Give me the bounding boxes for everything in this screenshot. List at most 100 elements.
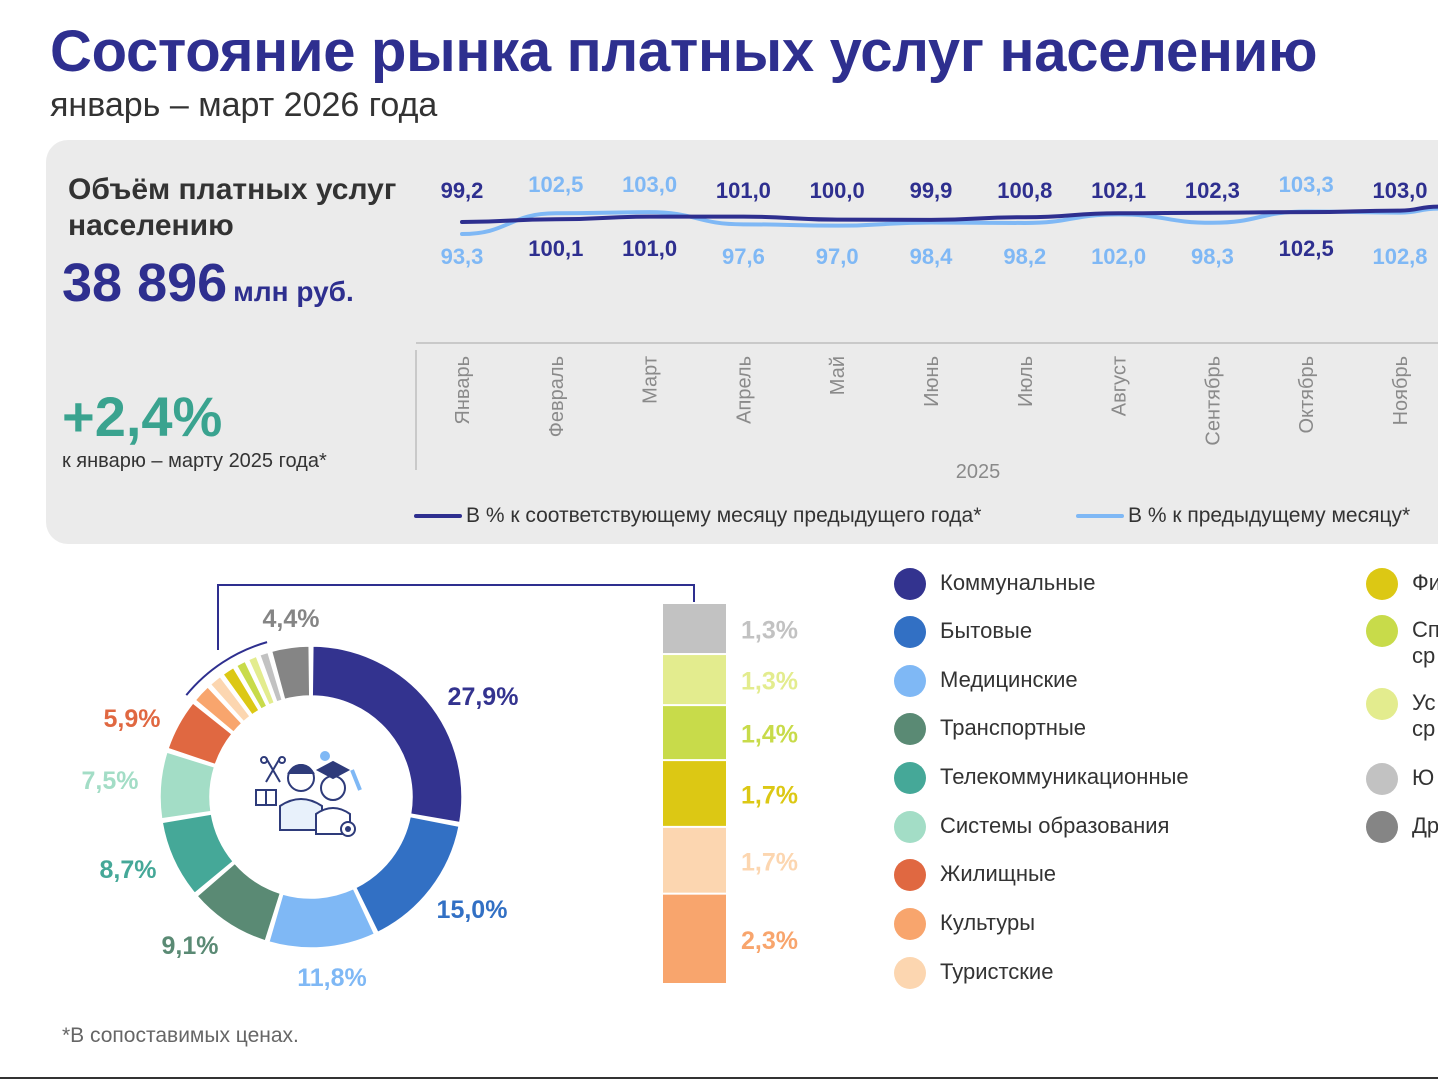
donut-slice-label: 15,0% — [437, 896, 508, 924]
donut-slice — [270, 645, 311, 701]
data-label-yoy: 102,3 — [1185, 178, 1240, 203]
x-tick-label: Февраль — [546, 356, 568, 437]
donut-slice-label: 11,8% — [297, 964, 367, 992]
x-tick-label: Июнь — [921, 356, 943, 407]
legend-label: Туристские — [940, 959, 1054, 984]
growth-note: к январю – марту 2025 года* — [62, 450, 327, 472]
data-label-yoy: 100,1 — [528, 236, 583, 261]
x-tick-label: Май — [827, 356, 849, 395]
breakout-bar-segment — [663, 827, 726, 893]
legend-label: Телекоммуникационные — [940, 764, 1189, 789]
breakout-bar-segment — [663, 604, 726, 654]
legend-label: Сп ср — [1412, 617, 1438, 668]
legend-dot — [894, 713, 926, 745]
data-label-mom: 97,6 — [722, 244, 765, 269]
x-tick-label: Апрель — [733, 356, 755, 424]
donut-slice-label: 9,1% — [162, 932, 219, 960]
x-tick-label: Июль — [1015, 356, 1037, 407]
breakout-connector — [217, 584, 695, 650]
legend-label: Транспортные — [940, 715, 1086, 740]
x-tick-label: Август — [1109, 356, 1131, 416]
donut-slice-label: 7,5% — [82, 767, 139, 795]
legend-dot — [1366, 615, 1398, 647]
legend-label: Системы образования — [940, 813, 1170, 838]
data-label-yoy: 100,0 — [810, 178, 865, 203]
x-axis-year-label: 2025 — [956, 461, 1001, 483]
data-label-mom: 102,8 — [1372, 244, 1427, 269]
breakout-bar-segment — [663, 894, 726, 983]
data-label-yoy: 99,2 — [441, 178, 484, 203]
breakout-bar-label: 2,3% — [741, 927, 798, 955]
legend-dot — [894, 616, 926, 648]
breakout-bar-label: 1,7% — [741, 782, 798, 810]
donut-slice — [258, 651, 284, 703]
legend-dot — [1366, 568, 1398, 600]
legend-dot — [1366, 811, 1398, 843]
legend-label-mom: В % к предыдущему месяцу* — [1128, 504, 1411, 527]
breakout-bar-label: 1,4% — [741, 721, 798, 749]
bottom-divider — [0, 1077, 1438, 1079]
breakout-bar-segment — [663, 761, 726, 826]
data-label-yoy: 99,9 — [910, 178, 953, 203]
data-label-yoy: 100,8 — [997, 178, 1052, 203]
volume-label: Объём платных услуг населению — [68, 173, 397, 242]
data-label-mom: 98,3 — [1191, 244, 1234, 269]
legend-swatch-yoy — [414, 514, 462, 519]
legend-dot — [894, 568, 926, 600]
breakout-bar-segment — [663, 706, 726, 760]
legend-label: Фи — [1412, 570, 1438, 595]
legend-label: Культуры — [940, 910, 1036, 935]
x-tick-label: Ноябрь — [1390, 356, 1412, 425]
page-title: Состояние рынка платных услуг населению — [50, 19, 1318, 84]
breakout-bar-label: 1,3% — [741, 668, 798, 696]
donut-slice — [354, 815, 461, 934]
donut-slice — [267, 887, 376, 949]
legend-label: Ю — [1412, 765, 1435, 790]
data-label-mom: 103,3 — [1279, 172, 1334, 197]
donut-slice-label: 8,7% — [100, 856, 157, 884]
donut-slice — [194, 685, 243, 734]
donut-slice — [311, 645, 463, 824]
volume-value-block: 38 896 млн руб. — [62, 252, 354, 314]
legend-dot — [894, 665, 926, 697]
legend-dot — [894, 908, 926, 940]
data-label-yoy: 102,1 — [1091, 178, 1146, 203]
data-label-mom: 98,4 — [910, 244, 954, 269]
donut-slice — [167, 701, 234, 766]
x-tick-label: Сентябрь — [1202, 356, 1224, 446]
legend-series-mom: В % к предыдущему месяцу* — [1076, 504, 1410, 528]
legend-dot — [894, 957, 926, 989]
data-label-mom: 103,0 — [622, 172, 677, 197]
donut-slice-label: 4,4% — [263, 605, 320, 633]
data-label-mom: 93,3 — [441, 244, 484, 269]
legend-swatch-mom — [1076, 514, 1124, 519]
legend-series-yoy: В % к соответствующему месяцу предыдущег… — [414, 504, 981, 528]
legend-label: Коммунальные — [940, 570, 1096, 595]
donut-slice — [159, 751, 216, 820]
x-tick-label: Март — [640, 356, 662, 404]
volume-value: 38 896 — [62, 253, 228, 313]
legend-label: Бытовые — [940, 618, 1033, 643]
monthly-index-line-chart: 99,2 100,1 101,0 101,0 100,0 99,9 100,8 102,1 10… — [415, 172, 1438, 483]
x-tick-label: Октябрь — [1296, 356, 1318, 434]
legend-dot — [894, 811, 926, 843]
legend-dot — [1366, 763, 1398, 795]
donut-slice — [195, 862, 282, 942]
data-label-yoy: 102,5 — [1279, 236, 1334, 261]
x-tick-label: Январь — [452, 356, 474, 425]
legend-label: Жилищные — [940, 861, 1057, 886]
data-label-yoy: 101,0 — [622, 236, 677, 261]
legend-label: Ус ср — [1412, 690, 1436, 741]
legend-dot — [894, 762, 926, 794]
volume-unit: млн руб. — [233, 276, 354, 307]
breakout-bracket — [185, 641, 268, 696]
page-subtitle: январь – март 2026 года — [50, 86, 438, 124]
breakout-bar-label: 1,7% — [741, 848, 798, 876]
growth-value: +2,4% — [62, 385, 223, 448]
services-structure-donut-chart: 27,9% 15,0% 11,8% 9,1% 8,7% 7,5% 5,9% 4,4% 2,3% 1… — [82, 584, 798, 992]
legend-label-yoy: В % к соответствующему месяцу предыдущег… — [466, 504, 982, 527]
breakout-bar-label: 1,3% — [741, 617, 798, 645]
donut-slice-label: 5,9% — [104, 705, 161, 733]
people-services-icon — [255, 751, 362, 837]
data-label-mom: 102,0 — [1091, 244, 1146, 269]
